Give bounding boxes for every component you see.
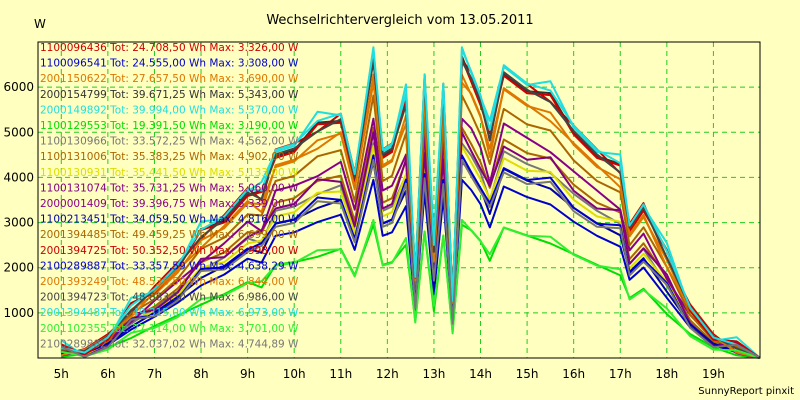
x-tick-label: 19h <box>702 367 725 381</box>
series-lines <box>60 46 761 359</box>
legend-entry: 2001150622 Tot: 27.657,50 Wh Max: 3.690,… <box>40 73 299 85</box>
y-tick-label: 1000 <box>3 306 34 320</box>
y-tick-label: 4000 <box>3 170 34 184</box>
y-tick-label: 2000 <box>3 261 34 275</box>
y-tick-label: 6000 <box>3 80 34 94</box>
legend-entry: 1100096541 Tot: 24.555,00 Wh Max: 3.308,… <box>40 58 299 70</box>
series-line <box>61 48 761 359</box>
x-tick-label: 8h <box>193 367 208 381</box>
legend-entry: 2001394485 Tot: 49.459,25 Wh Max: 6.699,… <box>40 229 299 241</box>
legend-entry: 2100289887 Tot: 33.357,59 Wh Max: 4.638,… <box>40 260 299 272</box>
series-line <box>60 159 761 359</box>
legend-entry: 2000149892 Tot: 39.994,00 Wh Max: 5.370,… <box>40 104 299 116</box>
x-tick-label: 17h <box>609 367 632 381</box>
x-tick-label: 10h <box>283 367 306 381</box>
x-tick-label: 16h <box>562 367 585 381</box>
x-tick-label: 15h <box>516 367 539 381</box>
series-line <box>60 131 761 359</box>
y-tick-labels: 1000 2000 3000 4000 5000 6000 <box>3 80 34 320</box>
x-tick-label: 11h <box>329 367 352 381</box>
legend-entry: 2001102355 Tot: 27.114,00 Wh Max: 3.701,… <box>40 323 299 335</box>
series-line <box>61 218 761 359</box>
x-tick-label: 13h <box>422 367 445 381</box>
legend-entry: 2001394487 Tot: 49.315,00 Wh Max: 6.973,… <box>40 307 299 319</box>
legend-entry: 2000154799 Tot: 39.671,25 Wh Max: 5.343,… <box>40 89 299 101</box>
x-tick-label: 18h <box>655 367 678 381</box>
y-axis-unit: W <box>34 17 46 31</box>
legend-entry: 2100289882 Tot: 32.037,02 Wh Max: 4.744,… <box>40 338 299 350</box>
legend-entry: 1100096436 Tot: 24.708,50 Wh Max: 3.326,… <box>40 42 299 54</box>
legend-entry: 1100213451 Tot: 34.059,50 Wh Max: 4.816,… <box>40 214 299 226</box>
legend-entry: 1100131006 Tot: 35.383,25 Wh Max: 4.902,… <box>40 151 299 163</box>
x-tick-label: 7h <box>147 367 162 381</box>
legend-entry: 1100129553 Tot: 19.391,50 Wh Max: 3.190,… <box>40 120 299 132</box>
x-tick-labels: 5h 6h 7h 8h 9h 10h 11h 12h 13h 14h 15h 16h 17h 18h 19h <box>54 367 725 381</box>
legend: 1100096436 Tot: 24.708,50 Wh Max: 3.326,… <box>40 42 299 350</box>
x-tick-label: 5h <box>54 367 69 381</box>
plot-frame <box>37 41 761 359</box>
y-tick-label: 3000 <box>3 216 34 230</box>
legend-entry: 2000001409 Tot: 39.396,75 Wh Max: 5.339,… <box>40 198 299 210</box>
legend-entry: 1100131074 Tot: 35.731,25 Wh Max: 5.060,… <box>40 182 299 194</box>
x-tick-label: 6h <box>100 367 115 381</box>
legend-entry: 1100130966 Tot: 33.572,25 Wh Max: 4.562,… <box>40 136 299 148</box>
x-tick-label: 12h <box>376 367 399 381</box>
x-tick-label: 9h <box>240 367 255 381</box>
chart-title: Wechselrichtervergleich vom 13.05.2011 <box>266 13 533 28</box>
legend-entry: 2001394725 Tot: 50.352,50 Wh Max: 6.998,… <box>40 245 299 257</box>
legend-entry: 2001394723 Tot: 48.883,50 Wh Max: 6.986,… <box>40 292 299 304</box>
x-tick-label: 14h <box>469 367 492 381</box>
y-tick-label: 5000 <box>3 125 34 139</box>
legend-entry: 2001393249 Tot: 48.538,50 Wh Max: 6.844,… <box>40 276 299 288</box>
legend-entry: 1100130931 Tot: 35.441,50 Wh Max: 5.133,… <box>40 167 299 179</box>
series-line <box>61 94 761 359</box>
footer-credit: SunnyReport pinxit <box>698 386 794 397</box>
